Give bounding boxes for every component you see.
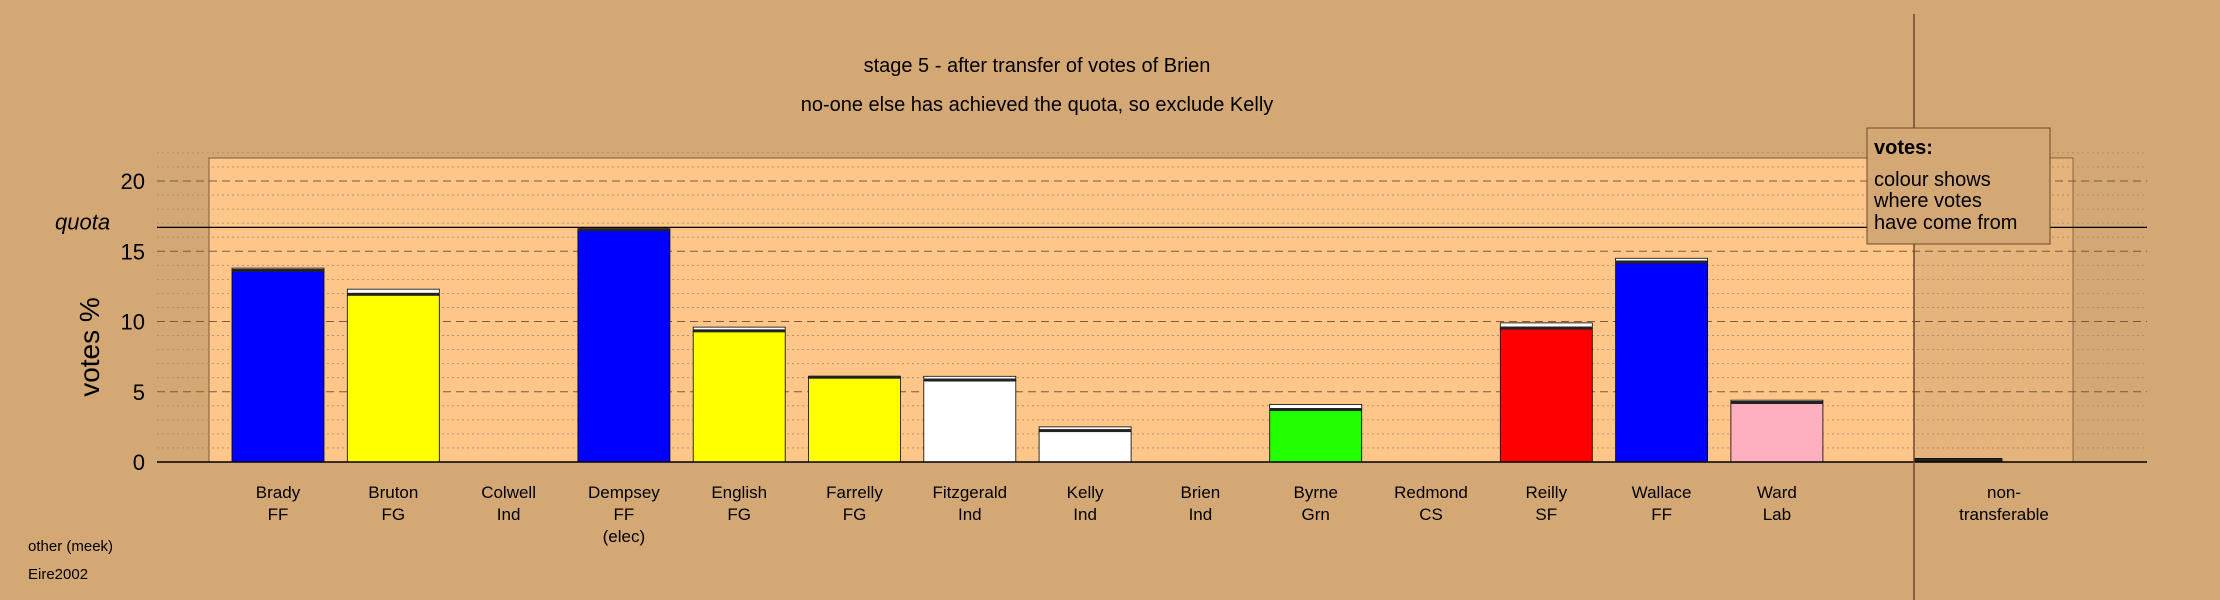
bar-fitzgerald <box>923 380 1017 463</box>
bar-byrne <box>1269 409 1363 463</box>
y-tick-label: 10 <box>121 310 145 335</box>
x-label-name: Bruton <box>368 483 418 502</box>
chart-title: stage 5 - after transfer of votes of Bri… <box>864 55 1211 77</box>
x-label-name: Fitzgerald <box>932 483 1007 502</box>
legend-line-1: colour shows <box>1874 169 1991 191</box>
bar-transfer-from-brien-fitzgerald <box>923 378 1016 382</box>
y-tick-label: 15 <box>121 239 145 264</box>
bar-transfer-from-brien-reilly <box>1500 326 1593 330</box>
bar-transfer-from-brien-kelly <box>1039 429 1132 433</box>
y-axis: 0 5 10 15 20 <box>121 169 145 475</box>
x-label-party: FF <box>614 505 635 524</box>
x-label-name: Dempsey <box>588 483 660 502</box>
bar-dempsey <box>577 229 671 463</box>
x-label-party: FF <box>1651 505 1672 524</box>
chart-subtitle: no-one else has achieved the quota, so e… <box>801 94 1274 116</box>
bar-transfer-from-brien-ward <box>1730 400 1823 404</box>
x-label-party: Lab <box>1763 505 1791 524</box>
grid-lines <box>157 152 2147 449</box>
x-label-party: Grn <box>1302 505 1330 524</box>
legend-box <box>1866 127 2051 245</box>
legend-title: votes: <box>1874 137 1933 159</box>
legend: votes: colour shows where votes have com… <box>1866 127 2051 245</box>
x-label-party: Ind <box>1189 505 1213 524</box>
x-label-nontransferable-1: non- <box>1987 483 2021 502</box>
bar-reilly <box>1499 328 1593 463</box>
bar-kelly <box>1038 430 1132 463</box>
x-label-party: Ind <box>497 505 521 524</box>
x-label-nontransferable-2: transferable <box>1959 505 2049 524</box>
bar-wallace <box>1615 262 1708 463</box>
x-label-name: Byrne <box>1293 483 1337 502</box>
bar-transfer-from-brien-byrne <box>1269 408 1362 412</box>
bar-transfer-from-brien-brady <box>232 268 324 272</box>
bar-bruton <box>346 294 440 463</box>
x-label-name: Ward <box>1757 483 1797 502</box>
x-label-note: (elec) <box>603 527 646 546</box>
x-label-party: Ind <box>1073 505 1097 524</box>
x-label-name: Farrelly <box>826 483 883 502</box>
footer-method: other (meek) <box>28 538 114 555</box>
y-tick-label: 5 <box>133 380 145 405</box>
x-label-party: FF <box>268 505 289 524</box>
x-label-name: Redmond <box>1394 483 1468 502</box>
x-label-name: Colwell <box>481 483 536 502</box>
x-label-name: Kelly <box>1067 483 1104 502</box>
x-label-party: FG <box>843 505 867 524</box>
bar-farrelly <box>808 377 901 463</box>
bar-transfer-from-brien-english <box>693 329 786 333</box>
bar-ward <box>1730 402 1824 463</box>
x-label-party: Ind <box>958 505 982 524</box>
bars <box>231 228 2003 463</box>
bar-transfer-from-brien-bruton <box>347 292 440 296</box>
y-tick-label: 0 <box>133 450 145 475</box>
y-tick-label: 20 <box>121 169 145 194</box>
x-label-party: SF <box>1535 505 1557 524</box>
bar-transfer-from-brien-wallace <box>1615 260 1708 264</box>
bar-transfer-from-brien-farrelly <box>808 375 901 379</box>
x-label-name: Brien <box>1181 483 1221 502</box>
y-axis-label: votes % <box>74 297 105 397</box>
legend-line-2: where votes <box>1873 190 1982 212</box>
x-label-party: FG <box>381 505 405 524</box>
bar-english <box>692 330 786 463</box>
x-axis-labels: Brady FF Bruton FG Colwell Ind Dempsey FF (elec)… <box>256 483 2049 546</box>
x-label-party: FG <box>727 505 751 524</box>
footer-dataset: Eire2002 <box>28 566 89 583</box>
legend-line-3: have come from <box>1874 212 2017 234</box>
x-label-name: Brady <box>256 483 301 502</box>
x-label-name: English <box>711 483 767 502</box>
x-label-party: CS <box>1419 505 1443 524</box>
x-label-name: Wallace <box>1632 483 1692 502</box>
bar-transfer-from-brien-dempsey <box>577 228 670 232</box>
quota-label: quota <box>55 209 110 234</box>
x-label-name: Reilly <box>1526 483 1568 502</box>
bar-brady <box>231 270 325 463</box>
